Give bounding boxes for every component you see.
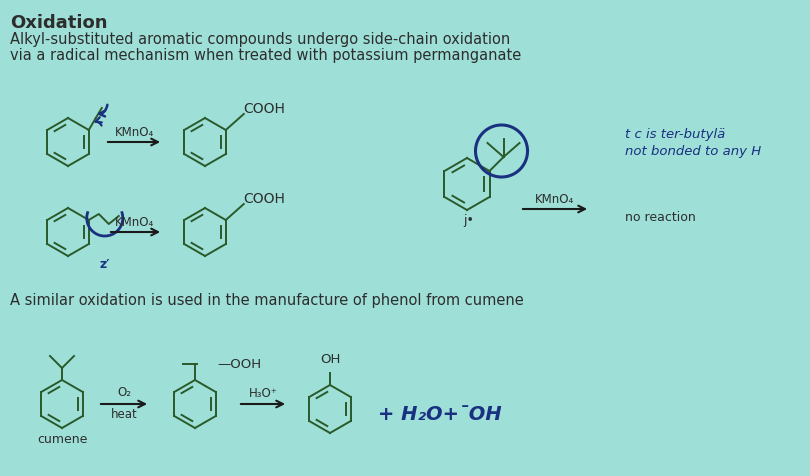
Text: t c is ter-butylä: t c is ter-butylä: [625, 128, 725, 141]
Text: COOH: COOH: [243, 102, 285, 116]
Text: A similar oxidation is used in the manufacture of phenol from cumene: A similar oxidation is used in the manuf…: [10, 292, 524, 307]
Text: z′: z′: [100, 258, 110, 271]
Text: O₂: O₂: [117, 386, 131, 399]
Text: via a radical mechanism when treated with potassium permanganate: via a radical mechanism when treated wit…: [10, 48, 522, 63]
Text: no reaction: no reaction: [625, 211, 696, 224]
Text: H₃O⁺: H₃O⁺: [249, 387, 278, 400]
Text: + H₂O+¯OH: + H₂O+¯OH: [378, 405, 501, 424]
Text: Alkyl-substituted aromatic compounds undergo side-chain oxidation: Alkyl-substituted aromatic compounds und…: [10, 32, 510, 47]
Text: j•: j•: [463, 214, 475, 227]
Text: Oxidation: Oxidation: [10, 14, 108, 32]
Text: —OOH: —OOH: [217, 358, 261, 371]
Text: COOH: COOH: [243, 192, 285, 206]
Text: cumene: cumene: [36, 433, 87, 446]
Text: KMnO₄: KMnO₄: [114, 126, 154, 139]
Text: OH: OH: [320, 352, 340, 365]
Text: KMnO₄: KMnO₄: [115, 216, 155, 229]
Text: heat: heat: [111, 407, 138, 421]
Text: KMnO₄: KMnO₄: [535, 193, 574, 206]
Text: not bonded to any H: not bonded to any H: [625, 145, 761, 158]
